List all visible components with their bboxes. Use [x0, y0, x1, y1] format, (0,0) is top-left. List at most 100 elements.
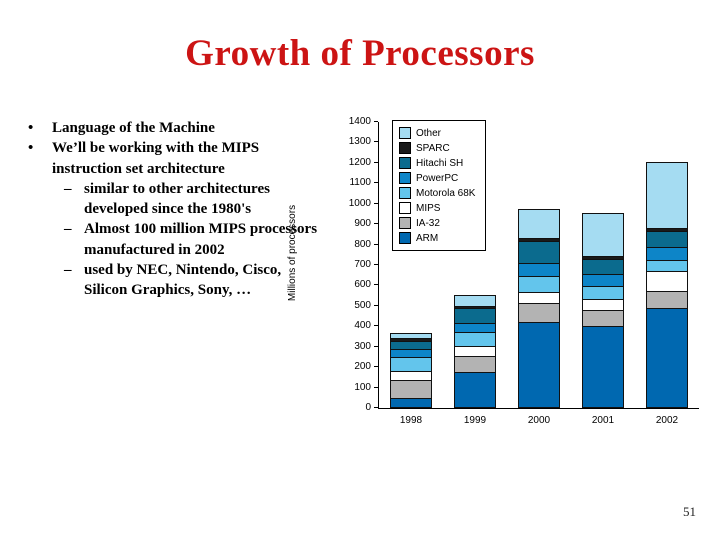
bullet-marker: •	[28, 140, 34, 157]
bar-segment-ia-32	[518, 302, 560, 324]
bullet-item: • We’ll be working with the MIPS instruc…	[28, 138, 328, 179]
y-tick-mark	[374, 161, 378, 163]
legend-item-mips: MIPS	[399, 202, 475, 214]
y-tick-label: 100	[354, 381, 371, 393]
x-tick-label: 1998	[399, 415, 423, 426]
bullet-list: • Language of the Machine • We’ll be wor…	[28, 118, 328, 300]
bar-2001	[582, 212, 624, 408]
bar-2002	[646, 161, 688, 408]
y-tick-label: 500	[354, 299, 371, 311]
bar-segment-arm	[518, 322, 560, 408]
sub-bullet-text: similar to other architectures developed…	[84, 180, 270, 217]
y-tick-label: 400	[354, 320, 371, 332]
y-tick-label: 600	[354, 279, 371, 291]
legend-label: ARM	[416, 232, 439, 244]
y-tick-label: 300	[354, 340, 371, 352]
bar-segment-hitachi-sh	[646, 231, 688, 248]
bar-segment-motorola-68k	[582, 286, 624, 300]
bar-segment-ia-32	[454, 355, 496, 374]
y-tick-label: 900	[354, 218, 371, 230]
stacked-bar-chart: Millions of processors 0 100 200 300 400 500 6…	[287, 110, 712, 442]
y-tick-label: 1400	[348, 116, 371, 127]
y-tick-mark	[374, 325, 378, 327]
legend-label: IA-32	[416, 217, 440, 229]
y-tick-label: 0	[365, 402, 371, 413]
y-tick-label: 1300	[348, 136, 371, 148]
y-tick-mark	[374, 141, 378, 143]
sub-bullet-item: – similar to other architectures develop…	[64, 179, 328, 220]
y-tick-mark	[374, 284, 378, 286]
bar-segment-powerpc	[518, 262, 560, 278]
bar-segment-other	[646, 161, 688, 230]
legend-label: MIPS	[416, 202, 441, 214]
y-tick-label: 1200	[348, 156, 371, 168]
legend-swatch	[399, 187, 411, 199]
legend-item-hitachi-sh: Hitachi SH	[399, 157, 475, 169]
legend-swatch	[399, 217, 411, 229]
sub-bullet-item: – used by NEC, Nintendo, Cisco, Silicon …	[64, 260, 328, 301]
bar-2000	[518, 208, 560, 408]
legend-item-sparc: SPARC	[399, 142, 475, 154]
bar-segment-hitachi-sh	[454, 307, 496, 325]
y-tick-mark	[374, 345, 378, 347]
page-title: Growth of Processors	[185, 33, 535, 74]
x-tick-label: 2000	[527, 415, 551, 426]
bar-segment-ia-32	[390, 380, 432, 399]
y-tick-mark	[374, 386, 378, 388]
sub-bullet-list: – similar to other architectures develop…	[64, 179, 328, 301]
bar-segment-powerpc	[646, 246, 688, 261]
y-tick-mark	[374, 202, 378, 204]
legend-item-other: Other	[399, 127, 475, 139]
bar-segment-mips	[646, 271, 688, 292]
y-tick-label: 1100	[349, 177, 371, 189]
legend-swatch	[399, 172, 411, 184]
legend-swatch	[399, 142, 411, 154]
y-tick-label: 200	[354, 361, 371, 373]
bar-segment-ia-32	[646, 290, 688, 309]
y-tick-mark	[374, 264, 378, 265]
bar-segment-hitachi-sh	[518, 241, 560, 264]
bar-segment-other	[518, 208, 560, 240]
chart-legend: Other SPARC Hitachi SH PowerPC Motorola 68K M…	[392, 120, 487, 251]
bullet-text: Language of the Machine	[52, 120, 215, 136]
bar-1999	[454, 294, 496, 408]
x-tick-label: 2002	[655, 415, 679, 426]
y-axis-title: Millions of processors	[287, 204, 298, 302]
sub-bullet-text: Almost 100 million MIPS processors manuf…	[84, 221, 318, 258]
y-tick-mark	[374, 223, 378, 225]
y-tick-label: 1000	[348, 197, 371, 209]
bullet-marker: •	[28, 120, 34, 136]
bar-segment-arm	[390, 397, 432, 408]
x-tick-label: 1999	[463, 415, 487, 426]
legend-swatch	[399, 127, 411, 139]
y-tick-mark	[374, 407, 378, 408]
bar-segment-ia-32	[582, 309, 624, 328]
legend-item-arm: ARM	[399, 232, 475, 244]
legend-label: Hitachi SH	[416, 157, 464, 169]
sub-bullet-text: used by NEC, Nintendo, Cisco, Silicon Gr…	[84, 261, 282, 298]
sub-bullet-marker: –	[64, 180, 72, 197]
legend-swatch	[399, 202, 411, 214]
y-tick-label: 800	[354, 238, 371, 250]
bar-segment-motorola-68k	[518, 276, 560, 293]
legend-item-ia-32: IA-32	[399, 217, 475, 229]
x-tick-label: 2001	[591, 415, 615, 426]
sub-bullet-marker: –	[64, 221, 72, 238]
legend-label: Motorola 68K	[416, 187, 476, 199]
y-tick-mark	[374, 243, 378, 245]
legend-swatch	[399, 157, 411, 169]
y-tick-label: 700	[354, 259, 371, 270]
legend-item-motorola-68k: Motorola 68K	[399, 187, 475, 199]
bar-segment-motorola-68k	[454, 332, 496, 347]
bar-segment-arm	[582, 326, 624, 408]
legend-label: PowerPC	[416, 172, 459, 184]
bar-segment-other	[582, 212, 624, 257]
bar-segment-hitachi-sh	[582, 258, 624, 276]
y-tick-mark	[374, 182, 378, 184]
y-tick-mark	[374, 304, 378, 306]
bar-segment-motorola-68k	[390, 356, 432, 373]
bar-segment-arm	[646, 307, 688, 408]
bar-1998	[390, 333, 432, 408]
y-tick-mark	[374, 121, 378, 122]
